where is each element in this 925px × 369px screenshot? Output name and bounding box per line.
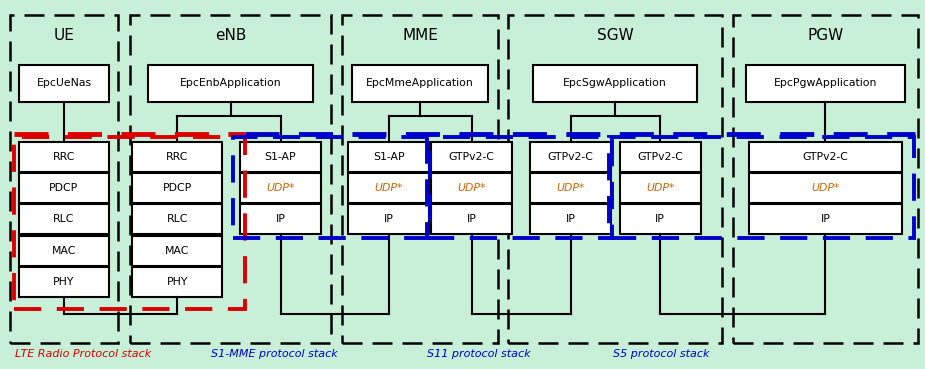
FancyBboxPatch shape <box>132 204 222 234</box>
Text: MAC: MAC <box>165 246 190 256</box>
FancyBboxPatch shape <box>240 204 321 234</box>
FancyBboxPatch shape <box>749 142 902 172</box>
Text: GTPv2-C: GTPv2-C <box>548 152 594 162</box>
Text: S1-AP: S1-AP <box>373 152 404 162</box>
Text: IP: IP <box>565 214 575 224</box>
Text: PHY: PHY <box>54 277 75 287</box>
Text: S5 protocol stack: S5 protocol stack <box>613 349 709 359</box>
Text: EpcPgwApplication: EpcPgwApplication <box>774 78 877 89</box>
Text: GTPv2-C: GTPv2-C <box>637 152 683 162</box>
Text: MME: MME <box>402 28 438 43</box>
FancyBboxPatch shape <box>18 65 109 102</box>
Text: UDP*: UDP* <box>458 183 486 193</box>
FancyBboxPatch shape <box>240 142 321 172</box>
FancyBboxPatch shape <box>508 15 722 342</box>
Text: EpcUeNas: EpcUeNas <box>36 78 92 89</box>
FancyBboxPatch shape <box>240 173 321 203</box>
Text: PDCP: PDCP <box>49 183 79 193</box>
FancyBboxPatch shape <box>132 173 222 203</box>
FancyBboxPatch shape <box>533 65 697 102</box>
Text: UDP*: UDP* <box>375 183 402 193</box>
FancyBboxPatch shape <box>431 173 512 203</box>
Text: EpcSgwApplication: EpcSgwApplication <box>563 78 667 89</box>
FancyBboxPatch shape <box>734 15 918 342</box>
Text: GTPv2-C: GTPv2-C <box>449 152 495 162</box>
Text: IP: IP <box>820 214 831 224</box>
FancyBboxPatch shape <box>620 142 701 172</box>
FancyBboxPatch shape <box>149 65 313 102</box>
Text: UDP*: UDP* <box>556 183 585 193</box>
FancyBboxPatch shape <box>431 142 512 172</box>
Text: IP: IP <box>384 214 393 224</box>
FancyBboxPatch shape <box>348 142 429 172</box>
Text: UE: UE <box>54 28 74 43</box>
FancyBboxPatch shape <box>130 15 331 342</box>
FancyBboxPatch shape <box>620 204 701 234</box>
Text: GTPv2-C: GTPv2-C <box>803 152 848 162</box>
FancyBboxPatch shape <box>352 65 488 102</box>
FancyBboxPatch shape <box>431 204 512 234</box>
Text: eNB: eNB <box>215 28 246 43</box>
FancyBboxPatch shape <box>620 173 701 203</box>
FancyBboxPatch shape <box>749 173 902 203</box>
Text: IP: IP <box>467 214 476 224</box>
Text: UDP*: UDP* <box>266 183 295 193</box>
FancyBboxPatch shape <box>530 173 611 203</box>
FancyBboxPatch shape <box>132 235 222 266</box>
FancyBboxPatch shape <box>132 267 222 297</box>
FancyBboxPatch shape <box>132 142 222 172</box>
Text: LTE Radio Protocol stack: LTE Radio Protocol stack <box>15 349 151 359</box>
Text: RLC: RLC <box>166 214 188 224</box>
Text: MAC: MAC <box>52 246 76 256</box>
FancyBboxPatch shape <box>746 65 905 102</box>
FancyBboxPatch shape <box>18 204 109 234</box>
Text: S1-MME protocol stack: S1-MME protocol stack <box>211 349 338 359</box>
Text: S1-AP: S1-AP <box>265 152 296 162</box>
FancyBboxPatch shape <box>18 142 109 172</box>
Text: S11 protocol stack: S11 protocol stack <box>427 349 531 359</box>
FancyBboxPatch shape <box>18 173 109 203</box>
Text: RRC: RRC <box>53 152 75 162</box>
Text: PGW: PGW <box>808 28 844 43</box>
FancyBboxPatch shape <box>749 204 902 234</box>
Text: IP: IP <box>655 214 665 224</box>
Text: PHY: PHY <box>166 277 188 287</box>
FancyBboxPatch shape <box>530 204 611 234</box>
Text: PDCP: PDCP <box>163 183 191 193</box>
Text: UDP*: UDP* <box>646 183 674 193</box>
Text: EpcEnbApplication: EpcEnbApplication <box>179 78 281 89</box>
FancyBboxPatch shape <box>348 173 429 203</box>
Text: UDP*: UDP* <box>811 183 840 193</box>
FancyBboxPatch shape <box>10 15 118 342</box>
FancyBboxPatch shape <box>342 15 498 342</box>
FancyBboxPatch shape <box>530 142 611 172</box>
Text: RRC: RRC <box>166 152 189 162</box>
Text: EpcMmeApplication: EpcMmeApplication <box>366 78 474 89</box>
Text: RLC: RLC <box>54 214 75 224</box>
Text: SGW: SGW <box>597 28 634 43</box>
Text: IP: IP <box>276 214 286 224</box>
FancyBboxPatch shape <box>18 235 109 266</box>
FancyBboxPatch shape <box>348 204 429 234</box>
FancyBboxPatch shape <box>18 267 109 297</box>
